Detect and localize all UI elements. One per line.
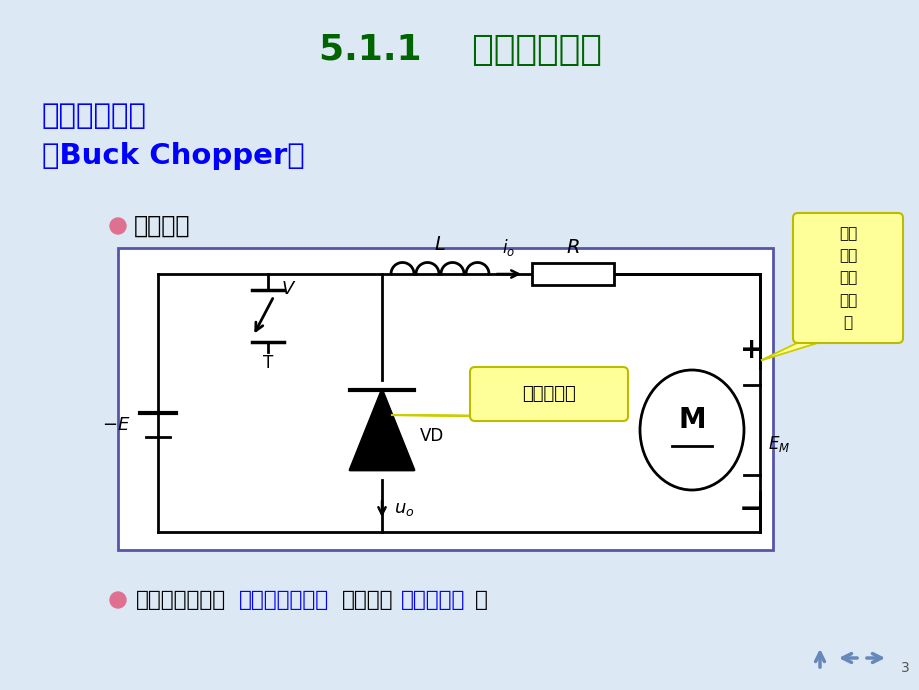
Text: （Buck Chopper）: （Buck Chopper）: [42, 142, 304, 170]
Ellipse shape: [640, 370, 743, 490]
Polygon shape: [391, 415, 505, 416]
Text: M: M: [677, 406, 705, 434]
Text: V: V: [282, 280, 294, 298]
Circle shape: [110, 592, 126, 608]
Text: $i_o$: $i_o$: [502, 237, 515, 258]
FancyBboxPatch shape: [470, 367, 628, 421]
Text: ，也可带: ，也可带: [342, 590, 393, 610]
Text: −: −: [739, 495, 764, 524]
Text: 典型用途之一是: 典型用途之一是: [136, 590, 226, 610]
Bar: [118, 248, 772, 550]
Text: 降压斩波电路: 降压斩波电路: [42, 102, 147, 130]
Text: $-E$: $-E$: [101, 416, 130, 434]
Polygon shape: [761, 338, 832, 360]
Text: 蓄电池负载: 蓄电池负载: [401, 590, 465, 610]
Text: 5.1.1    降压斩波电路: 5.1.1 降压斩波电路: [318, 33, 601, 67]
Bar: [531, 263, 613, 285]
Text: 负载
出现
的反
电动
势: 负载 出现 的反 电动 势: [838, 226, 857, 330]
Text: T: T: [263, 354, 273, 372]
Text: $u_o$: $u_o$: [393, 500, 414, 518]
Text: $L$: $L$: [434, 235, 446, 254]
Circle shape: [110, 218, 126, 234]
FancyBboxPatch shape: [792, 213, 902, 343]
Text: 电路结构: 电路结构: [134, 214, 190, 238]
Text: 拖动直流电动机: 拖动直流电动机: [239, 590, 329, 610]
Text: 续流二极管: 续流二极管: [522, 385, 575, 403]
Polygon shape: [349, 390, 414, 470]
Text: 。: 。: [474, 590, 487, 610]
Text: VD: VD: [420, 426, 444, 444]
Text: $R$: $R$: [565, 238, 579, 257]
Text: $E_M$: $E_M$: [767, 434, 789, 454]
Text: +: +: [740, 336, 763, 364]
Text: 3: 3: [901, 661, 909, 675]
